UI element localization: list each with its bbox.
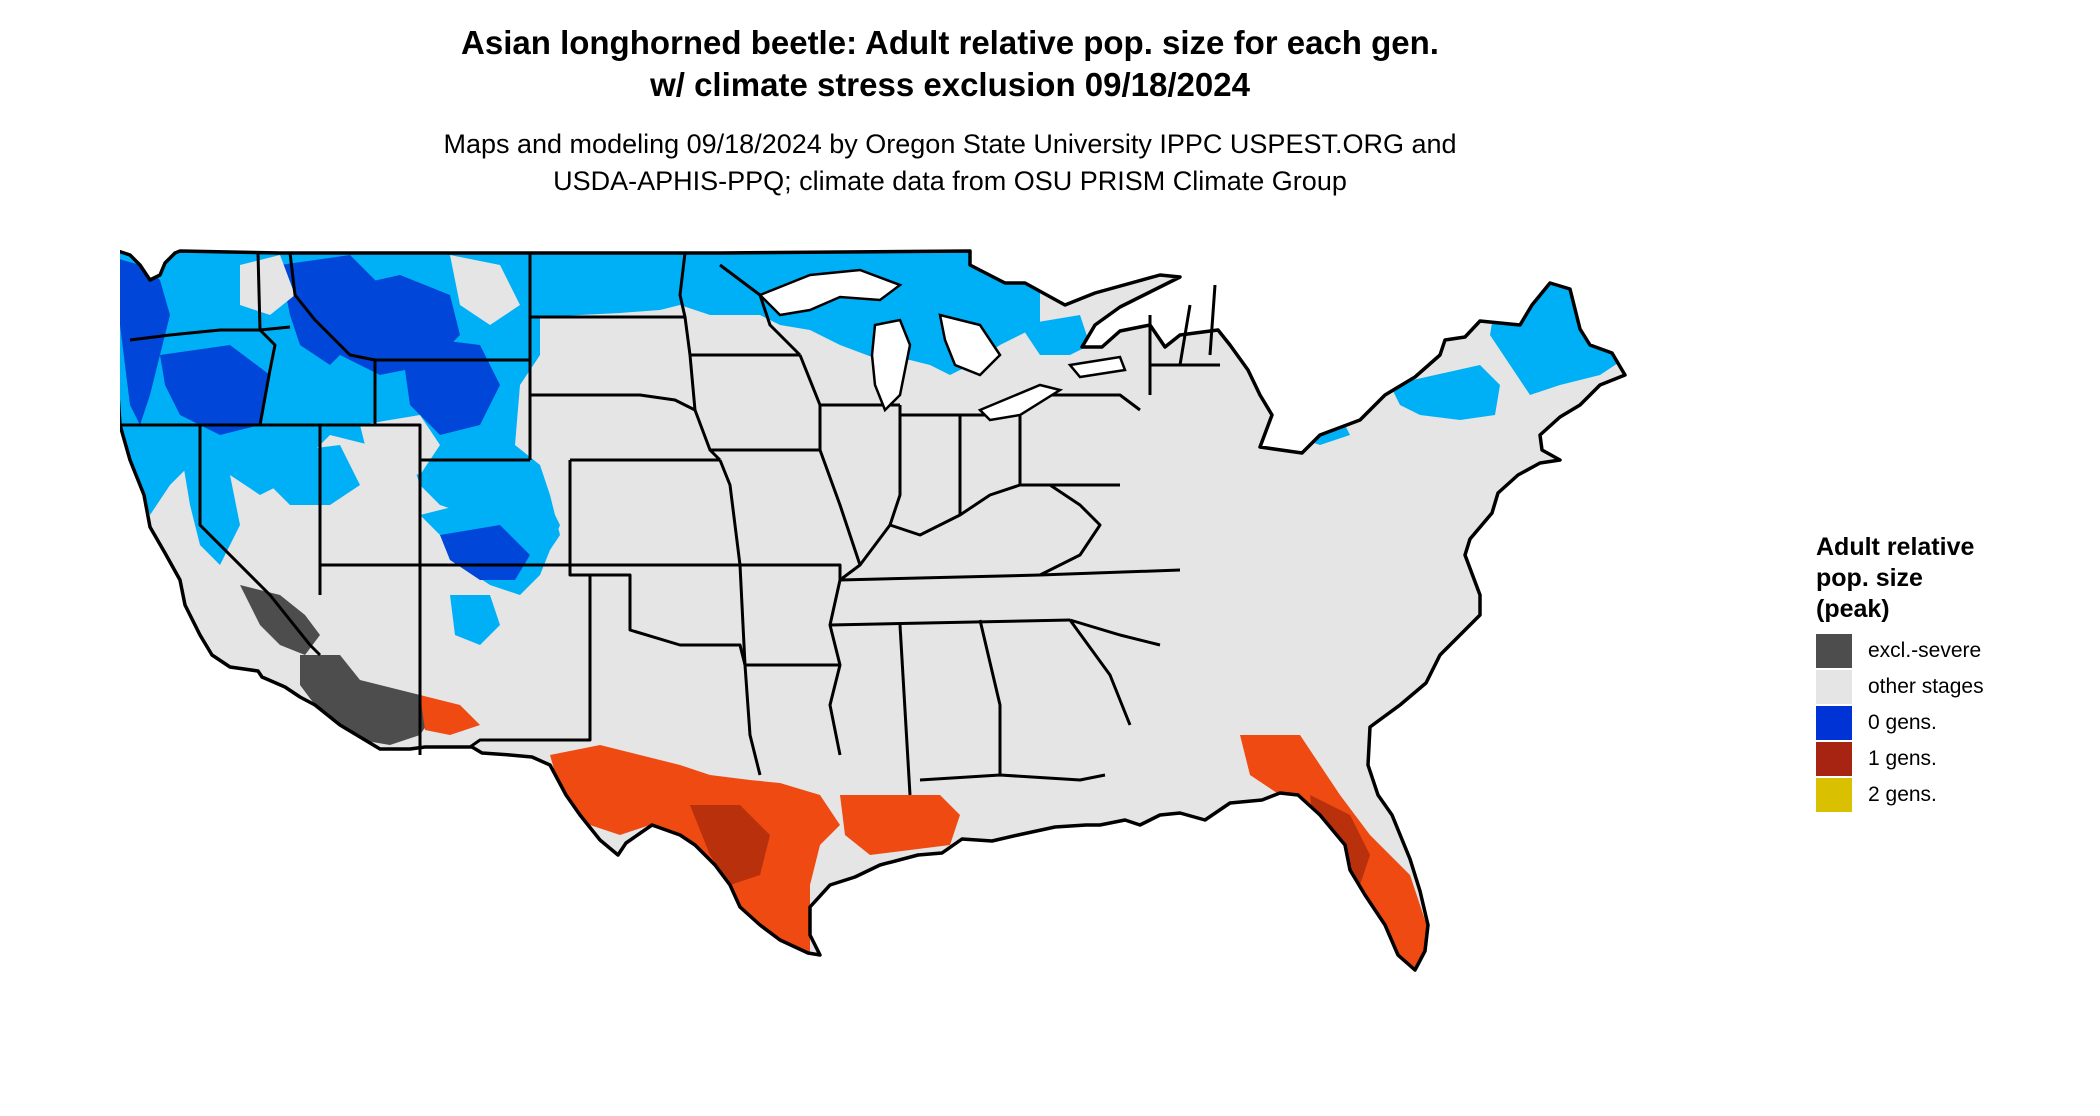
border-ok-tx — [590, 573, 747, 666]
map-title-line-2: w/ climate stress exclusion 09/18/2024 — [650, 66, 1250, 103]
border-wa-id — [256, 252, 262, 331]
legend-item: 2 gens. — [1816, 777, 2086, 813]
legend-items: excl.-severe other stages 0 gens. 1 gens. 2 … — [1816, 633, 2086, 813]
border-mn-wi — [719, 263, 802, 357]
border-nm-tx — [469, 565, 592, 749]
map-title-line-1: Asian longhorned beetle: Adult relative … — [461, 24, 1439, 61]
legend-label: 2 gens. — [1868, 783, 1937, 806]
legend-label: 0 gens. — [1868, 711, 1937, 734]
lake-michigan — [870, 318, 912, 413]
border-wy-ut — [375, 423, 422, 460]
legend-swatch — [1816, 742, 1852, 776]
map-title-block: Asian longhorned beetle: Adult relative … — [0, 22, 1900, 200]
us-map-svg — [120, 243, 1627, 972]
excluded-region-mojave — [240, 585, 320, 655]
warm-region-arizona-south — [420, 695, 480, 735]
great-lakes — [757, 268, 1127, 422]
legend-swatch — [1816, 634, 1852, 668]
state-borders — [120, 252, 1220, 796]
legend-title: Adult relative pop. size (peak) — [1816, 532, 2086, 625]
border-ne-ia — [688, 354, 722, 462]
border-mo-ar — [740, 563, 842, 580]
map-subtitle-line-2: USDA-APHIS-PPQ; climate data from OSU PR… — [553, 166, 1347, 196]
border-va-nc — [1039, 568, 1181, 577]
border-ca-nv — [198, 425, 322, 657]
legend-swatch — [1816, 670, 1852, 704]
lake-superior — [757, 268, 903, 317]
warm-region-louisiana — [840, 795, 960, 855]
cold-dark-oregon — [160, 345, 270, 435]
border-nd-mn — [678, 252, 692, 356]
map-subtitle: Maps and modeling 09/18/2024 by Oregon S… — [0, 126, 1900, 200]
border-il-in — [888, 405, 902, 526]
lake-ontario — [1067, 355, 1127, 379]
legend-swatch — [1816, 706, 1852, 740]
legend-item: other stages — [1816, 669, 2086, 705]
border-ar-ok — [738, 564, 747, 666]
warm-dark-texas — [690, 805, 770, 885]
cold-region-new-mexico — [450, 595, 500, 645]
legend-title-line-3: (peak) — [1816, 595, 1890, 623]
border-mo-ks — [718, 459, 742, 566]
cold-region-michigan-lp — [1020, 315, 1090, 355]
border-tn-south — [829, 618, 1071, 627]
border-ga-sc — [1068, 619, 1132, 726]
legend-item: excl.-severe — [1816, 633, 2086, 669]
border-nc-sc — [1069, 618, 1161, 647]
cold-region-sierra — [180, 435, 240, 565]
border-wv — [1020, 483, 1102, 577]
border-or-id — [258, 328, 277, 426]
legend-item: 1 gens. — [1816, 741, 2086, 777]
basin-gap-3 — [450, 255, 520, 325]
legend-label: 1 gens. — [1868, 747, 1937, 770]
legend-label: other stages — [1868, 675, 1984, 698]
border-wa-or — [129, 325, 291, 342]
legend-item: 0 gens. — [1816, 705, 2086, 741]
border-nh-me — [1208, 284, 1217, 356]
border-ms-al — [898, 624, 912, 796]
map-subtitle-line-1: Maps and modeling 09/18/2024 by Oregon S… — [443, 129, 1457, 159]
basin-gap-1 — [240, 255, 295, 315]
border-la-tx — [743, 664, 762, 776]
legend-label: excl.-severe — [1868, 639, 1982, 662]
border-ohio-river — [858, 483, 1021, 566]
legend-title-line-2: pop. size — [1816, 564, 1923, 592]
cold-region-nevada — [260, 445, 360, 505]
border-mississippi-river — [798, 354, 862, 756]
cold-region-new-york — [1390, 365, 1500, 420]
lake-erie — [977, 383, 1064, 422]
us-map — [120, 235, 1780, 1115]
border-id-mt — [288, 252, 376, 362]
legend-title-line-1: Adult relative — [1816, 533, 1975, 561]
border-sd-ne — [530, 393, 696, 412]
lake-huron — [938, 313, 1002, 377]
map-legend: Adult relative pop. size (peak) excl.-se… — [1816, 532, 2086, 813]
border-fl-north — [919, 773, 1106, 782]
legend-swatch — [1816, 778, 1852, 812]
border-ky-tn — [839, 573, 1041, 582]
border-al-ga — [978, 619, 1002, 775]
